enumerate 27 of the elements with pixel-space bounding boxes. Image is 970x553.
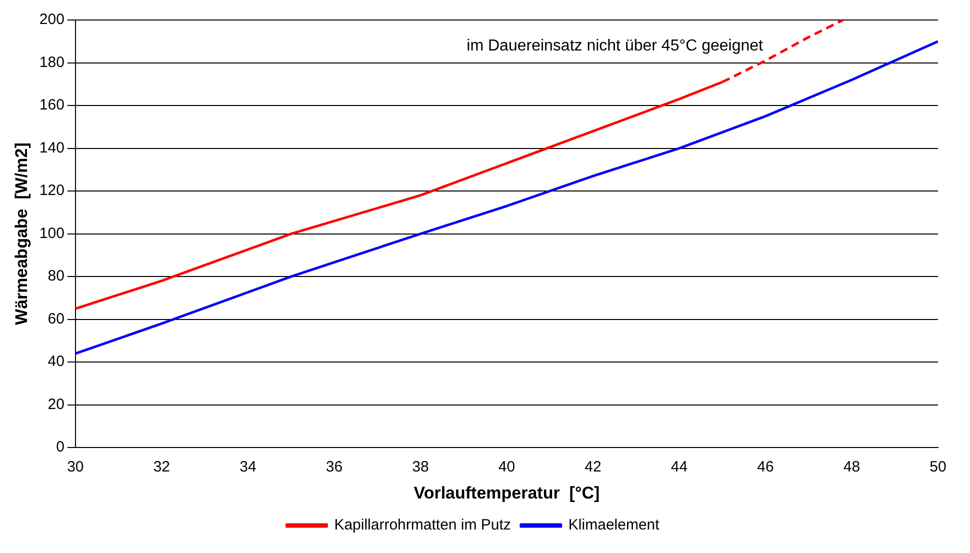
x-tick-label: 38: [412, 458, 429, 476]
x-tick-label: 46: [757, 458, 774, 476]
x-tick-label: 30: [67, 458, 84, 476]
x-tick-label: 36: [326, 458, 343, 476]
x-tick-label: 48: [843, 458, 860, 476]
legend-label: Kapillarrohrmatten im Putz: [334, 516, 511, 534]
y-tick-label: 180: [39, 54, 64, 71]
annotation: im Dauereinsatz nicht über 45°C geeignet: [466, 37, 764, 54]
legend-label: Klimaelement: [568, 516, 660, 534]
y-tick-label: 140: [39, 139, 64, 156]
y-tick-label: 80: [48, 268, 64, 285]
x-axis-title: Vorlauftemperatur [°C]: [414, 483, 600, 502]
x-tick-label: 32: [153, 458, 170, 476]
y-tick-label: 40: [48, 353, 64, 370]
y-axis-title: Wärmeabgabe [W/m2]: [12, 142, 31, 325]
x-tick-label: 50: [930, 458, 946, 476]
y-tick-label: 0: [56, 438, 64, 456]
y-tick-label: 200: [39, 11, 64, 28]
y-tick-label: 100: [39, 224, 64, 242]
y-tick-label: 20: [48, 396, 64, 413]
y-tick-label: 60: [48, 310, 64, 328]
x-tick-label: 42: [584, 458, 602, 476]
y-tick-label: 160: [39, 96, 64, 114]
x-tick-label: 34: [240, 458, 256, 476]
y-tick-label: 120: [39, 182, 64, 200]
x-tick-label: 40: [498, 458, 516, 476]
x-tick-label: 44: [670, 458, 688, 476]
